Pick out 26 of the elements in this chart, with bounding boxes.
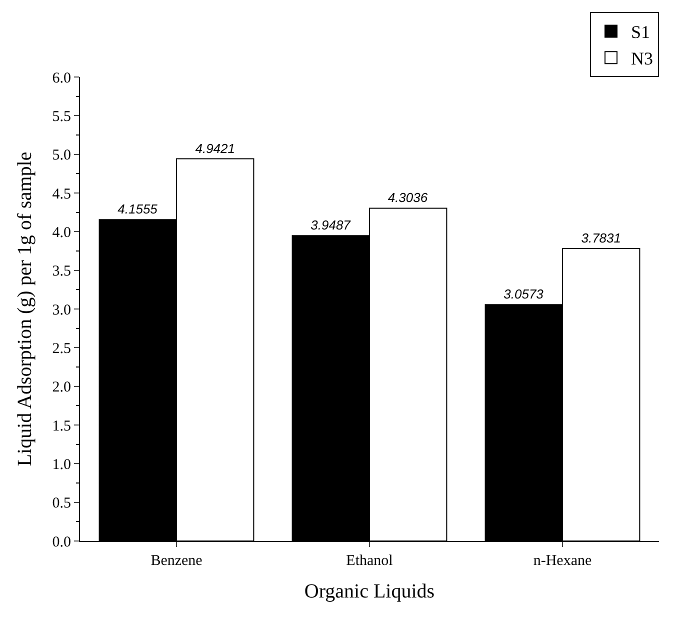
text: 3.5 xyxy=(52,264,71,280)
legend-label: N3 xyxy=(631,48,653,69)
text: 2.0 xyxy=(52,380,71,396)
legend-label: S1 xyxy=(631,22,650,42)
data-label: 3.0573 xyxy=(504,286,544,302)
data-label: 3.7831 xyxy=(581,230,621,246)
text: 1.0 xyxy=(52,456,71,473)
x-axis-title: Organic Liquids xyxy=(304,580,435,602)
data-label: 3.9487 xyxy=(310,218,352,233)
x-tick-label: Ethanol xyxy=(346,553,393,569)
text: 1.5 xyxy=(52,418,71,434)
x-tick-label: Benzene xyxy=(150,553,203,569)
text: 0.5 xyxy=(52,496,71,512)
text: 4.5 xyxy=(52,186,71,202)
text: 2.5 xyxy=(52,340,71,357)
text: 0.0 xyxy=(52,534,71,550)
text: 5.0 xyxy=(52,148,71,164)
data-label: 4.3036 xyxy=(388,190,428,206)
data-label: 4.1555 xyxy=(118,202,158,217)
y-axis-title: Liquid Adsorption (g) per 1g of sample xyxy=(14,152,36,466)
text: 4.0 xyxy=(52,224,71,241)
text: 3.0 xyxy=(52,302,71,318)
data-label: 4.9421 xyxy=(195,140,235,156)
x-tick-label: n-Hexane xyxy=(533,553,592,569)
text: 6.0 xyxy=(52,70,71,86)
text: 5.5 xyxy=(52,108,71,125)
